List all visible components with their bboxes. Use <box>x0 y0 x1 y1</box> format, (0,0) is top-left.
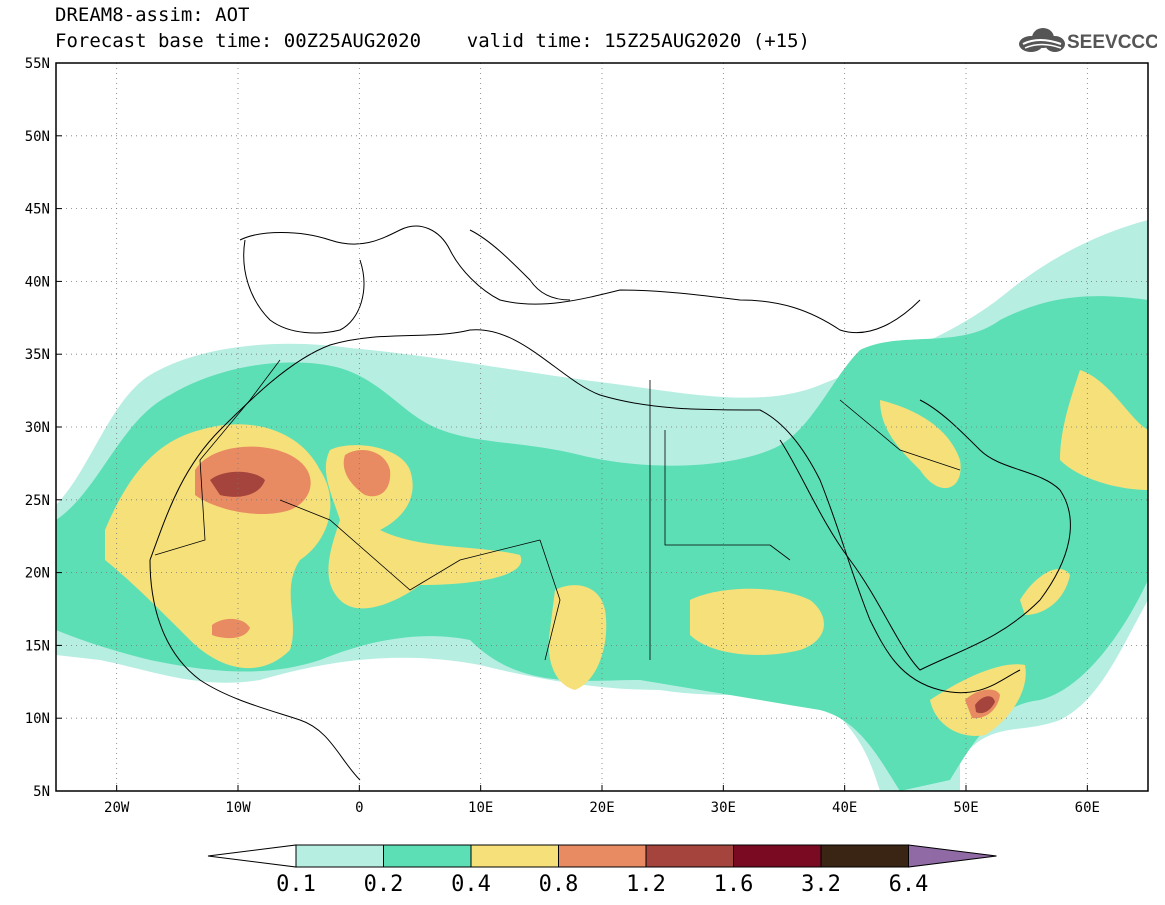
forecast-time-line: Forecast base time: 00Z25AUG2020 valid t… <box>55 30 810 52</box>
aot-band-0.8-algeria <box>343 450 391 497</box>
map-title: DREAM8-assim: AOT <box>55 4 250 26</box>
aot-band-0.4-oman <box>1020 569 1070 615</box>
coastline-africa <box>149 329 1021 781</box>
lon-tick-label: 10W <box>225 800 251 816</box>
aot-band-0.4-chad <box>548 585 607 690</box>
lon-tick-label: 60E <box>1075 800 1100 816</box>
lat-tick-label: 35N <box>25 347 50 363</box>
coastlines <box>149 225 1071 781</box>
colorbar-segment <box>820 844 909 868</box>
colorbar-segment <box>470 844 559 868</box>
colorbar-high-triangle <box>908 844 997 868</box>
logo-text: SEEVCCC <box>1067 32 1157 53</box>
colorbar-tick-label: 3.2 <box>801 872 841 897</box>
colorbar-tick-label: 0.1 <box>276 872 316 897</box>
lat-tick-label: 50N <box>25 129 50 145</box>
lat-tick-label: 5N <box>33 784 50 800</box>
lat-axis: 55N 50N 45N 40N 35N 30N 25N 20N 15N 10N 5N <box>25 56 62 800</box>
colorbar-tick-label: 1.6 <box>714 872 754 897</box>
coastline-italy <box>469 229 571 301</box>
lon-tick-label: 0 <box>355 800 363 816</box>
lat-tick-label: 25N <box>25 493 50 509</box>
aot-band-0.4-gulf <box>1060 370 1148 490</box>
lat-tick-label: 40N <box>25 274 50 290</box>
colorbar-tick-label: 0.8 <box>539 872 579 897</box>
colorbar-segment <box>558 844 647 868</box>
seevccc-logo: SEEVCCC <box>1019 28 1157 53</box>
colorbar-tick-label: 6.4 <box>889 872 929 897</box>
colorbar-labels: 0.1 0.2 0.4 0.8 1.2 1.6 3.2 6.4 <box>276 872 928 897</box>
lon-tick-label: 20E <box>589 800 614 816</box>
lat-tick-label: 55N <box>25 56 50 72</box>
lat-tick-label: 20N <box>25 566 50 582</box>
lon-tick-label: 40E <box>832 800 857 816</box>
lat-tick-label: 30N <box>25 420 50 436</box>
lon-tick-label: 30E <box>711 800 736 816</box>
aot-band-1.2-somalia <box>975 696 995 714</box>
lat-tick-label: 45N <box>25 202 50 218</box>
aot-band-1.2-core <box>210 471 265 497</box>
lon-axis: 20W 10W 0 10E 20E 30E 40E 50E 60E <box>104 785 1100 816</box>
colorbar-segment <box>733 844 822 868</box>
cloud-logo-icon <box>1019 28 1065 52</box>
colorbar-segment <box>295 844 384 868</box>
lon-tick-label: 50E <box>953 800 978 816</box>
coastline-europe <box>239 225 921 334</box>
colorbar-segment <box>383 844 472 868</box>
aot-band-0.8-mali <box>212 618 250 639</box>
coastline-iberia <box>243 239 365 334</box>
lon-tick-label: 10E <box>468 800 493 816</box>
aot-band-0.4-arabia <box>880 400 961 489</box>
lat-tick-label: 10N <box>25 711 50 727</box>
lat-tick-label: 15N <box>25 638 50 654</box>
colorbar <box>207 844 997 868</box>
colorbar-segment <box>645 844 734 868</box>
colorbar-low-triangle <box>207 844 297 868</box>
aot-field <box>56 220 1148 791</box>
colorbar-tick-label: 0.2 <box>364 872 404 897</box>
lon-tick-label: 20W <box>104 800 130 816</box>
border-lines <box>154 359 961 661</box>
colorbar-tick-label: 0.4 <box>451 872 491 897</box>
colorbar-tick-label: 1.2 <box>626 872 666 897</box>
coastline-arabia <box>779 399 1071 671</box>
